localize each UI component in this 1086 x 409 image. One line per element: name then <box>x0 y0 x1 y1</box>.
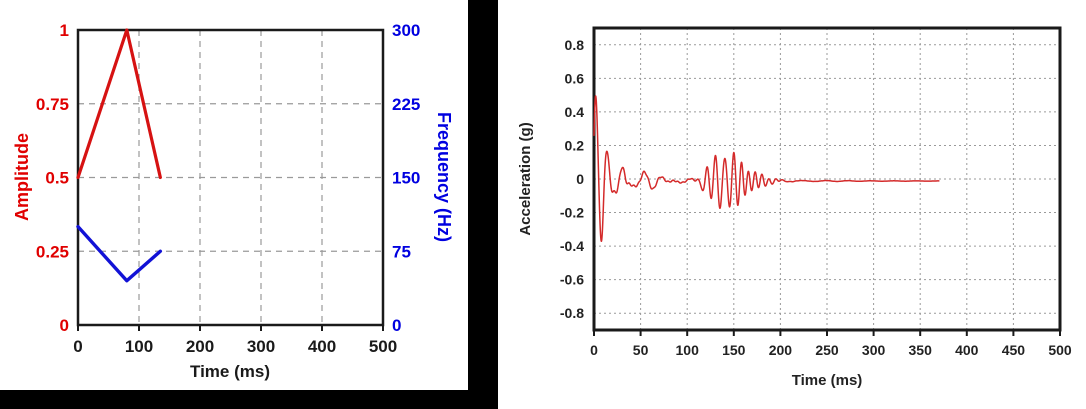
y-tick-label: 0.75 <box>36 95 69 114</box>
right-chart-svg: 0.8 0.6 0.4 0.2 0 -0.2 -0.4 -0.6 -0.8 0 50 100 150 2… <box>517 26 1072 389</box>
x-tick-label: 200 <box>186 337 214 356</box>
right-y-axis-tick-labels: 0 75 150 225 300 <box>392 21 420 335</box>
y2-tick-label: 0 <box>392 316 401 335</box>
left-x-axis-tick-labels: 0 100 200 300 400 500 <box>73 337 397 356</box>
y2-tick-label: 150 <box>392 169 420 188</box>
left-chart-gridlines <box>78 30 383 325</box>
y-tick-label: -0.2 <box>560 205 584 221</box>
x-tick-label: 300 <box>862 342 886 358</box>
left-y-axis-tick-labels: 0 0.25 0.5 0.75 1 <box>36 21 69 335</box>
x-tick-label: 300 <box>247 337 275 356</box>
y-tick-label: 0.8 <box>565 37 585 53</box>
right-chart-panel: 0.8 0.6 0.4 0.2 0 -0.2 -0.4 -0.6 -0.8 0 50 100 150 2… <box>498 0 1086 409</box>
frequency-series-line <box>76 224 163 283</box>
x-tick-label: 100 <box>676 342 700 358</box>
x-tick-label: 400 <box>308 337 336 356</box>
x-tick-label: 250 <box>815 342 839 358</box>
right-chart-y-tick-labels: 0.8 0.6 0.4 0.2 0 -0.2 -0.4 -0.6 -0.8 <box>560 37 584 321</box>
x-tick-label: 500 <box>1048 342 1072 358</box>
right-chart-tickmarks <box>593 330 1061 336</box>
left-x-axis-title: Time (ms) <box>190 362 270 381</box>
y-tick-label: 0 <box>60 316 69 335</box>
y2-tick-label: 300 <box>392 21 420 40</box>
y-tick-label: -0.8 <box>560 305 584 321</box>
left-y-axis-title: Amplitude <box>12 133 32 221</box>
left-chart-panel: 0 0.25 0.5 0.75 1 0 75 150 225 300 0 100 200 300 400… <box>0 0 468 390</box>
x-tick-label: 350 <box>909 342 933 358</box>
right-chart-y-axis-title: Acceleration (g) <box>517 122 534 235</box>
x-tick-label: 150 <box>722 342 746 358</box>
x-tick-label: 400 <box>955 342 979 358</box>
y-tick-label: 1 <box>60 21 69 40</box>
x-tick-label: 500 <box>369 337 397 356</box>
left-chart-tickmarks <box>77 325 384 331</box>
y-tick-label: 0.2 <box>565 137 585 153</box>
acceleration-series-line <box>593 95 940 242</box>
amplitude-series-line <box>76 28 162 180</box>
y-tick-label: 0.4 <box>565 104 585 120</box>
y-tick-label: 0.5 <box>45 169 69 188</box>
right-y-axis-title: Frequency (Hz) <box>434 112 454 242</box>
left-chart-svg: 0 0.25 0.5 0.75 1 0 75 150 225 300 0 100 200 300 400… <box>12 21 454 381</box>
x-tick-label: 100 <box>125 337 153 356</box>
x-tick-label: 0 <box>590 342 598 358</box>
x-tick-label: 450 <box>1002 342 1026 358</box>
y-tick-label: 0.25 <box>36 242 69 261</box>
x-tick-label: 50 <box>633 342 649 358</box>
y-tick-label: 0.6 <box>565 70 585 86</box>
y-tick-label: -0.6 <box>560 272 584 288</box>
y2-tick-label: 225 <box>392 95 420 114</box>
x-tick-label: 200 <box>769 342 793 358</box>
y2-tick-label: 75 <box>392 242 411 261</box>
x-tick-label: 0 <box>73 337 82 356</box>
right-chart-x-axis-title: Time (ms) <box>792 372 863 389</box>
right-chart-x-tick-labels: 0 50 100 150 200 250 300 350 400 450 500 <box>590 342 1072 358</box>
y-tick-label: 0 <box>576 171 584 187</box>
y-tick-label: -0.4 <box>560 238 584 254</box>
